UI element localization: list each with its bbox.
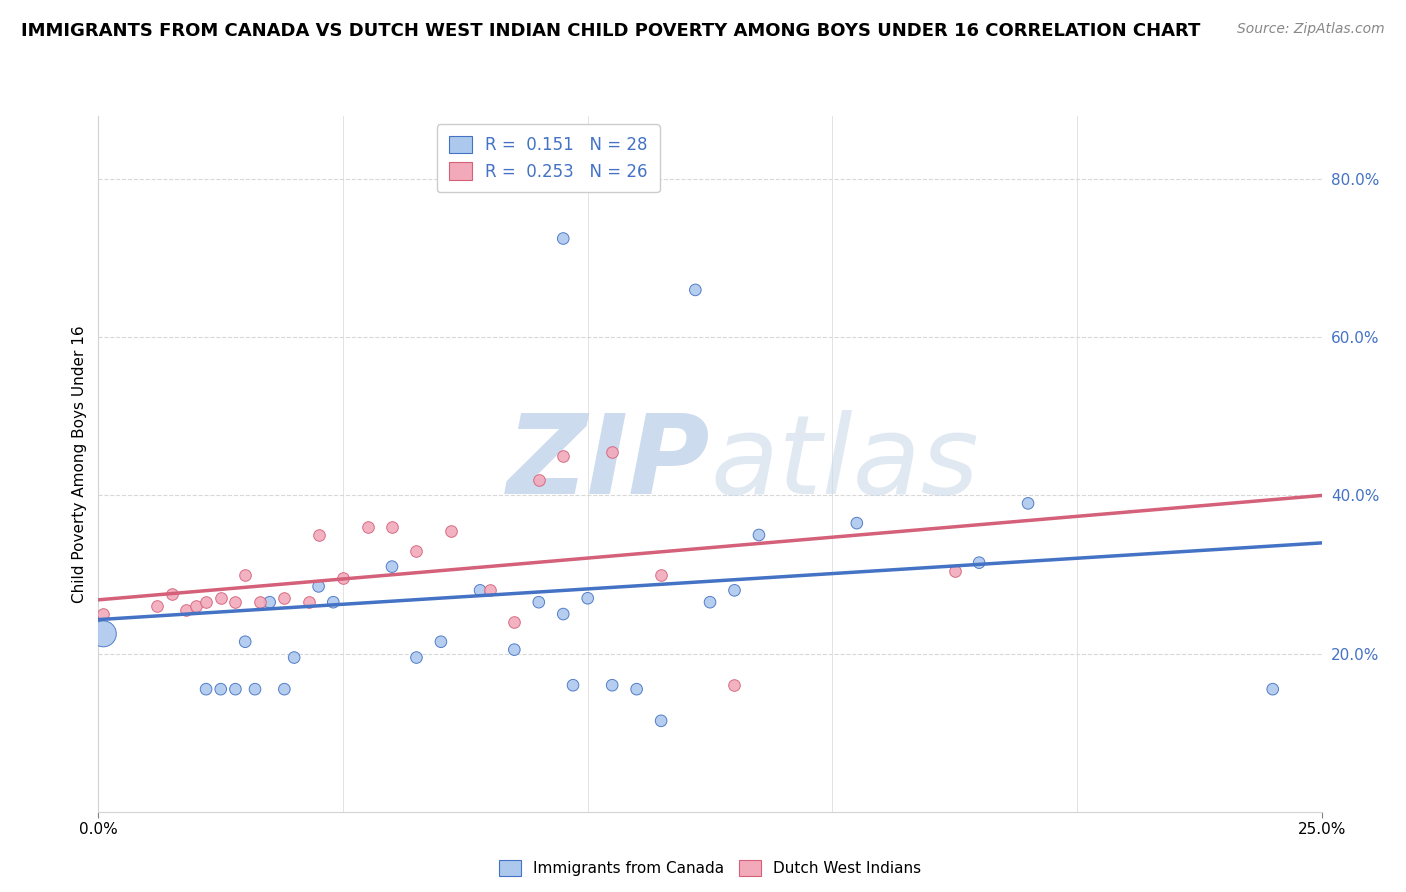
Point <box>650 567 672 582</box>
Point <box>527 595 550 609</box>
Point <box>91 607 114 621</box>
Point <box>233 567 256 582</box>
Point <box>308 579 330 593</box>
Point <box>249 595 271 609</box>
Point <box>478 583 501 598</box>
Point <box>322 595 344 609</box>
Point <box>468 583 491 598</box>
Point <box>553 607 575 621</box>
Point <box>723 678 745 692</box>
Legend: Immigrants from Canada, Dutch West Indians: Immigrants from Canada, Dutch West India… <box>492 853 928 884</box>
Point <box>600 445 623 459</box>
Point <box>381 520 404 534</box>
Text: atlas: atlas <box>710 410 979 517</box>
Y-axis label: Child Poverty Among Boys Under 16: Child Poverty Among Boys Under 16 <box>72 325 87 603</box>
Point <box>405 543 427 558</box>
Point <box>503 642 526 657</box>
Point <box>186 599 208 614</box>
Point <box>381 559 404 574</box>
Point <box>699 595 721 609</box>
Point <box>195 682 218 697</box>
Point <box>576 591 599 606</box>
Point <box>273 682 295 697</box>
Point <box>527 473 550 487</box>
Point <box>748 528 770 542</box>
Text: IMMIGRANTS FROM CANADA VS DUTCH WEST INDIAN CHILD POVERTY AMONG BOYS UNDER 16 CO: IMMIGRANTS FROM CANADA VS DUTCH WEST IND… <box>21 22 1201 40</box>
Point <box>243 682 266 697</box>
Point <box>1017 496 1039 510</box>
Point <box>195 595 218 609</box>
Point <box>308 528 330 542</box>
Point <box>405 650 427 665</box>
Point <box>626 682 648 697</box>
Point <box>503 615 526 629</box>
Text: Source: ZipAtlas.com: Source: ZipAtlas.com <box>1237 22 1385 37</box>
Point <box>91 627 114 641</box>
Point <box>224 682 246 697</box>
Point <box>943 564 966 578</box>
Point <box>553 231 575 245</box>
Point <box>209 682 232 697</box>
Text: ZIP: ZIP <box>506 410 710 517</box>
Point <box>685 283 707 297</box>
Point <box>273 591 295 606</box>
Point <box>298 595 321 609</box>
Point <box>967 556 990 570</box>
Point <box>283 650 305 665</box>
Point <box>160 587 183 601</box>
Point <box>209 591 232 606</box>
Point <box>233 634 256 648</box>
Point <box>430 634 453 648</box>
Point <box>224 595 246 609</box>
Point <box>146 599 169 614</box>
Point <box>176 603 198 617</box>
Point <box>650 714 672 728</box>
Point <box>259 595 281 609</box>
Point <box>553 449 575 463</box>
Point <box>845 516 868 530</box>
Point <box>332 572 354 586</box>
Point <box>600 678 623 692</box>
Point <box>1261 682 1284 697</box>
Point <box>440 524 463 538</box>
Point <box>562 678 585 692</box>
Point <box>356 520 378 534</box>
Point <box>723 583 745 598</box>
